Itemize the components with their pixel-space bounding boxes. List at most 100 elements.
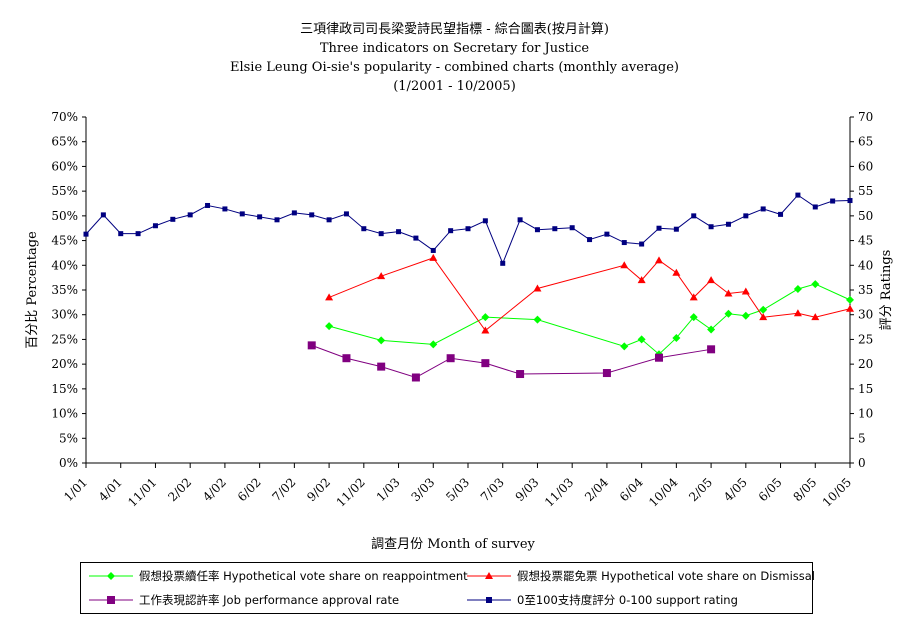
y-tick-label-left: 10% [51, 407, 78, 421]
series-markers [83, 192, 854, 382]
data-point-triangle [325, 293, 334, 301]
y-tick-label-left: 5% [59, 431, 78, 445]
triangle-marker-icon [467, 572, 511, 579]
y-tick-label-right: 40 [858, 258, 873, 272]
y-tick-label-right: 65 [858, 135, 873, 149]
data-point-square [621, 240, 627, 246]
data-point-square [100, 212, 106, 218]
x-tick-label: 2/02 [165, 475, 194, 504]
data-point-square [396, 229, 402, 235]
data-point-triangle [724, 289, 733, 297]
data-point-triangle [377, 272, 386, 280]
title-line-1: 三項律政司司長梁愛詩民望指標 - 綜合圖表(按月計算) [300, 22, 609, 37]
data-point-triangle [655, 256, 663, 264]
title-line-2: Three indicators on Secretary for Justic… [319, 41, 590, 56]
data-point-square [778, 211, 784, 217]
y-tick-label-left: 0% [59, 456, 78, 470]
y-axis-label-right: 評分 Ratings [879, 250, 894, 331]
data-point-diamond [759, 305, 768, 314]
data-point-square [708, 224, 714, 230]
x-axis-label: 調查月份 Month of survey [371, 537, 535, 552]
data-point-square [118, 231, 124, 237]
x-tick-label: 10/04 [646, 475, 681, 510]
data-point-diamond [429, 340, 438, 349]
data-point-diamond [741, 311, 750, 320]
data-point-square [656, 225, 662, 231]
x-tick-label: 1/01 [61, 475, 90, 504]
y-tick-label-right: 15 [858, 382, 873, 396]
data-point-diamond [793, 285, 802, 294]
y-tick-label-right: 55 [858, 184, 873, 198]
data-point-square [500, 260, 506, 266]
data-point-triangle [672, 268, 681, 276]
x-tick-label: 6/02 [235, 475, 264, 504]
y-tick-label-left: 40% [51, 258, 78, 272]
x-tick-label: 7/02 [270, 475, 299, 504]
data-point-square [481, 359, 490, 368]
legend-label: 假想投票罷免票 Hypothetical vote share on Dismi… [517, 569, 815, 583]
y-tick-label-left: 15% [51, 382, 78, 396]
title-line-4: (1/2001 - 10/2005) [393, 79, 516, 94]
chart-title: 三項律政司司長梁愛詩民望指標 - 綜合圖表(按月計算) Three indica… [0, 20, 909, 96]
data-point-square [342, 354, 351, 363]
data-point-triangle [707, 276, 716, 284]
x-tick-label: 8/05 [790, 475, 819, 504]
y-tick-label-right: 20 [858, 357, 873, 371]
y-tick-label-left: 70% [51, 110, 78, 124]
data-point-diamond [811, 280, 820, 289]
diamond-marker-icon [89, 572, 133, 580]
data-point-square [413, 235, 419, 241]
data-point-square [411, 373, 420, 382]
data-point-square [326, 217, 332, 223]
tick-labels: 0% 5% 10% 15% 20% 25% 30% 35% 40% 45% 50% 55% 60% 65%… [51, 110, 873, 510]
data-point-square [170, 216, 176, 222]
data-point-triangle [429, 253, 438, 261]
data-point-triangle [689, 293, 698, 301]
data-point-diamond [377, 336, 386, 345]
x-tick-label: 4/05 [721, 475, 750, 504]
y-tick-label-right: 25 [858, 332, 873, 346]
data-point-square [187, 212, 193, 218]
data-point-square [378, 231, 384, 237]
data-point-square [307, 341, 316, 350]
x-tick-label: 4/01 [96, 475, 125, 504]
data-point-square [673, 226, 679, 232]
y-tick-label-right: 10 [858, 407, 873, 421]
data-point-square [830, 198, 836, 204]
data-point-triangle [620, 261, 629, 269]
data-point-square [430, 247, 436, 253]
x-tick-label: 11/01 [125, 475, 159, 509]
data-point-diamond [724, 309, 733, 318]
data-point-square [291, 210, 297, 216]
y-tick-label-left: 30% [51, 308, 78, 322]
x-tick-label: 2/05 [686, 475, 715, 504]
data-point-square [743, 213, 749, 219]
y-tick-label-right: 30 [858, 308, 873, 322]
data-point-square [639, 241, 645, 247]
legend: 假想投票續任率 Hypothetical vote share on reapp… [80, 562, 815, 614]
chart-axes [82, 116, 854, 468]
data-point-square [516, 370, 525, 379]
x-tick-label: 4/02 [200, 475, 229, 504]
x-tick-label: 9/02 [304, 475, 333, 504]
x-tick-label: 2/04 [582, 475, 611, 504]
data-point-square [448, 228, 454, 234]
series-line-1 [328, 257, 851, 332]
data-point-diamond [325, 322, 334, 331]
data-point-triangle [811, 313, 820, 321]
data-point-diamond [533, 315, 542, 324]
data-point-square [274, 217, 280, 223]
y-tick-label-right: 0 [858, 456, 866, 470]
data-point-diamond [707, 325, 716, 334]
data-point-diamond [481, 313, 490, 322]
data-point-diamond [846, 295, 854, 304]
data-point-square [135, 231, 141, 237]
data-point-square [587, 237, 593, 243]
x-tick-label: 11/02 [334, 475, 368, 509]
series-line-2 [311, 344, 712, 379]
square-marker-icon [89, 596, 133, 604]
data-point-diamond [672, 333, 681, 342]
data-point-square [257, 214, 263, 220]
data-point-square [795, 192, 801, 198]
